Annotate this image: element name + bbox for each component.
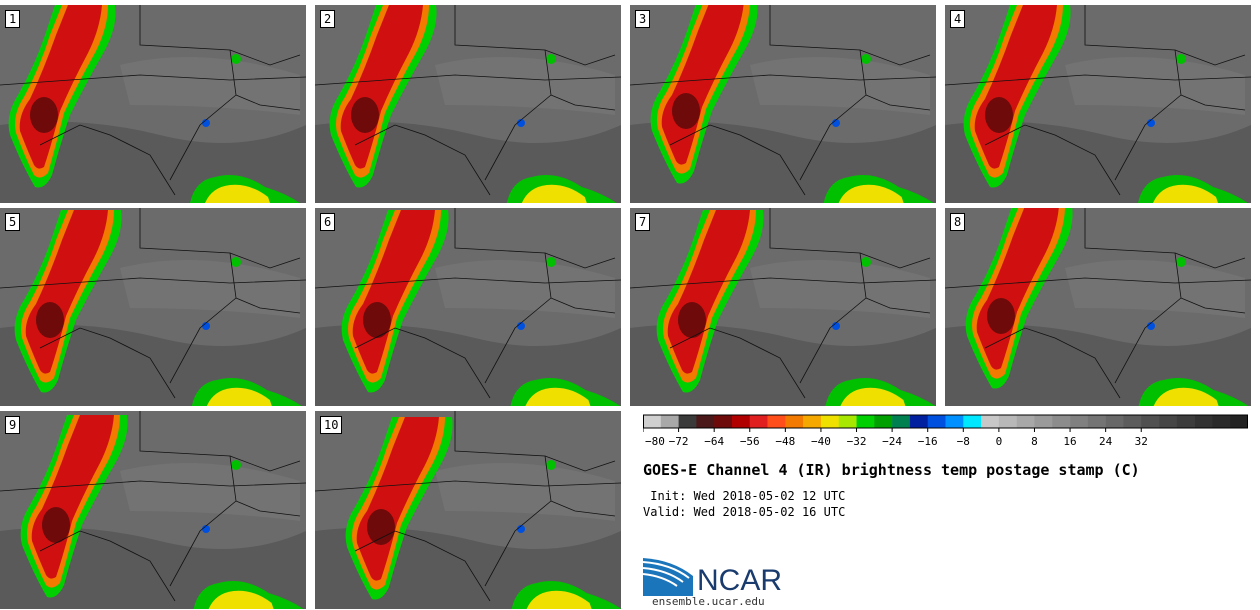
ir-map [945,208,1251,406]
colorbar-tick-label: −80 [645,435,665,448]
colorbar-tick-label: −24 [882,435,902,448]
colorbar-swatch [820,415,840,428]
logo-url: ensemble.ucar.edu [652,595,765,608]
colorbar-swatch [1159,415,1178,428]
colorbar-tick-label: 8 [1031,435,1038,448]
member-label: 8 [950,213,966,231]
stamp-panel[interactable]: 6 [315,208,621,406]
colorbar-tick-label: 32 [1135,435,1148,448]
colorbar-swatch [1105,415,1124,428]
stamp-panel[interactable]: 7 [630,208,936,406]
figure-title: GOES-E Channel 4 (IR) brightness temp po… [643,461,1140,479]
colorbar-swatch [643,415,662,428]
colorbar-tick-label: 16 [1063,435,1076,448]
ir-map [0,5,306,203]
stamp-panel[interactable]: 3 [630,5,936,203]
colorbar-swatch [1052,415,1071,428]
colorbar-swatch [1141,415,1160,428]
colorbar-swatch [731,415,751,428]
colorbar-graphic: −80 −72 −64 −56 −48 −40 −32 −24 −16 −8 0 8 16 24 32 [643,414,1248,448]
valid-time: Valid: Wed 2018-05-02 16 UTC [643,505,846,519]
stamp-panel[interactable]: 2 [315,5,621,203]
colorbar-tick-label: −8 [957,435,970,448]
colorbar-tick-label: −16 [918,435,938,448]
colorbar-swatch [767,415,786,428]
stamp-panel[interactable]: 8 [945,208,1251,406]
colorbar-swatch [963,415,982,428]
stamp-panel[interactable]: 1 [0,5,306,203]
logo-wordmark: NCAR [697,564,783,597]
colorbar-tick-label: −32 [847,435,867,448]
colorbar-tick-label: −40 [811,435,831,448]
ir-map [630,5,936,203]
colorbar-swatch [1070,415,1089,428]
colorbar-tick-label: −72 [669,435,689,448]
colorbar-swatch [1034,415,1053,428]
colorbar-swatch [838,415,857,428]
colorbar-swatch [856,415,875,428]
member-label: 2 [320,10,336,28]
stamp-panel[interactable]: 4 [945,5,1251,203]
colorbar-swatch [1230,415,1248,428]
colorbar-swatch [714,415,733,428]
ir-map [945,5,1251,203]
colorbar-swatch [981,415,1000,428]
colorbar: −80 −72 −64 −56 −48 −40 −32 −24 −16 −8 0 8 16 24 32 [643,414,1248,450]
colorbar-swatch [660,415,679,428]
colorbar-swatch [749,415,768,428]
colorbar-swatch [945,415,964,428]
colorbar-swatch [874,415,893,428]
ncar-logo-icon [643,558,693,596]
ir-map [0,208,306,406]
colorbar-swatch [892,415,911,428]
member-label: 1 [5,10,21,28]
colorbar-swatch [1087,415,1106,428]
stamp-panel[interactable]: 10 [315,411,621,609]
colorbar-swatch [998,415,1017,428]
colorbar-swatch [696,415,715,428]
colorbar-swatch [927,415,946,428]
colorbar-swatch [785,415,804,428]
ir-map [0,411,306,609]
colorbar-tick-label: −56 [740,435,760,448]
member-label: 5 [5,213,21,231]
colorbar-tick-label: −48 [775,435,795,448]
member-label: 3 [635,10,651,28]
ir-map [315,5,621,203]
colorbar-swatch [1123,415,1142,428]
member-label: 9 [5,416,21,434]
colorbar-swatch [1194,415,1213,428]
stamp-panel[interactable]: 9 [0,411,306,609]
colorbar-tick-label: 24 [1099,435,1113,448]
ir-map [630,208,936,406]
ir-map [315,411,621,609]
member-label: 6 [320,213,336,231]
colorbar-tick-label: 0 [996,435,1003,448]
colorbar-swatch [1176,415,1195,428]
member-label: 4 [950,10,966,28]
colorbar-swatch [1212,415,1231,428]
member-label: 7 [635,213,651,231]
stamp-panel[interactable]: 5 [0,208,306,406]
colorbar-swatch [678,415,697,428]
colorbar-swatch [1016,415,1035,428]
colorbar-swatch [803,415,822,428]
ir-map [315,208,621,406]
member-label: 10 [320,416,343,434]
init-time: Init: Wed 2018-05-02 12 UTC [643,489,846,503]
colorbar-tick-label: −64 [704,435,724,448]
colorbar-swatch [909,415,928,428]
